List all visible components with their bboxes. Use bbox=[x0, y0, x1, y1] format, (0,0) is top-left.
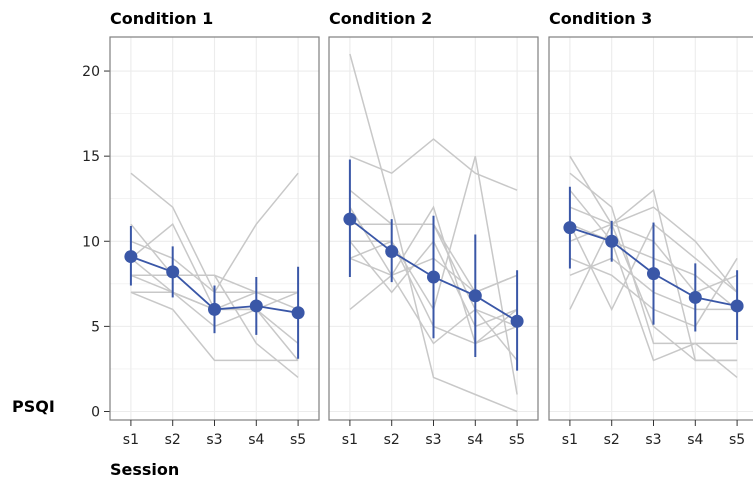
mean-point bbox=[468, 289, 482, 303]
mean-point bbox=[249, 299, 263, 313]
x-tick-label: s4 bbox=[687, 432, 703, 448]
y-tick-label: 15 bbox=[82, 149, 100, 165]
mean-point bbox=[605, 234, 619, 248]
mean-point bbox=[510, 314, 524, 328]
x-tick-label: s1 bbox=[123, 432, 139, 448]
individual-line bbox=[569, 222, 738, 362]
y-axis-title: PSQI bbox=[12, 397, 55, 416]
individual-line bbox=[130, 274, 299, 378]
mean-point bbox=[427, 270, 440, 284]
individual-line bbox=[130, 291, 299, 362]
x-tick-label: s3 bbox=[206, 432, 222, 448]
x-tick-label: s2 bbox=[604, 432, 620, 448]
individual-line bbox=[349, 53, 518, 413]
x-tick-label: s4 bbox=[467, 432, 483, 448]
x-tick-label: s3 bbox=[425, 432, 441, 448]
y-tick-label: 10 bbox=[82, 234, 100, 250]
mean-point bbox=[208, 302, 221, 316]
x-tick-label: s3 bbox=[645, 432, 661, 448]
y-axis: 0 5 10 15 20 bbox=[82, 64, 110, 420]
panel-1: s1 s2 s3 s4 s5 Condition 1 bbox=[109, 9, 320, 448]
individual-line bbox=[349, 138, 518, 191]
mean-point bbox=[563, 221, 577, 235]
panel-title: Condition 1 bbox=[110, 9, 213, 28]
individual-line bbox=[569, 223, 738, 378]
x-tick-label: s5 bbox=[290, 432, 306, 448]
individual-line bbox=[569, 172, 738, 345]
y-tick-label: 5 bbox=[91, 319, 100, 335]
x-tick-label: s1 bbox=[342, 432, 358, 448]
x-tick-label: s5 bbox=[509, 432, 525, 448]
y-tick-label: 0 bbox=[91, 404, 100, 420]
panel-title: Condition 2 bbox=[329, 9, 432, 28]
x-tick-label: s2 bbox=[165, 432, 181, 448]
mean-point bbox=[343, 212, 357, 226]
chart-panels: s1 s2 s3 s4 s5 Condition 1 s1 s2 s3 s4 s5 Condition… bbox=[109, 9, 753, 448]
x-axis-title: Session bbox=[110, 460, 179, 479]
mean-point bbox=[385, 244, 399, 258]
individual-line bbox=[349, 257, 518, 361]
mean-point bbox=[291, 306, 305, 320]
mean-point bbox=[124, 250, 138, 264]
x-tick-label: s5 bbox=[729, 432, 745, 448]
mean-point bbox=[688, 290, 702, 304]
individual-line bbox=[569, 206, 738, 293]
y-tick-label: 20 bbox=[82, 64, 100, 80]
x-tick-label: s4 bbox=[248, 432, 264, 448]
individual-line bbox=[349, 205, 518, 345]
mean-point bbox=[166, 265, 180, 279]
panel-2: s1 s2 s3 s4 s5 Condition 2 bbox=[328, 9, 539, 448]
mean-point bbox=[730, 299, 744, 313]
x-tick-label: s1 bbox=[562, 432, 578, 448]
mean-point bbox=[647, 267, 660, 281]
panel-3: s1 s2 s3 s4 s5 Condition 3 bbox=[548, 9, 753, 448]
panel-title: Condition 3 bbox=[549, 9, 652, 28]
x-tick-label: s2 bbox=[384, 432, 400, 448]
